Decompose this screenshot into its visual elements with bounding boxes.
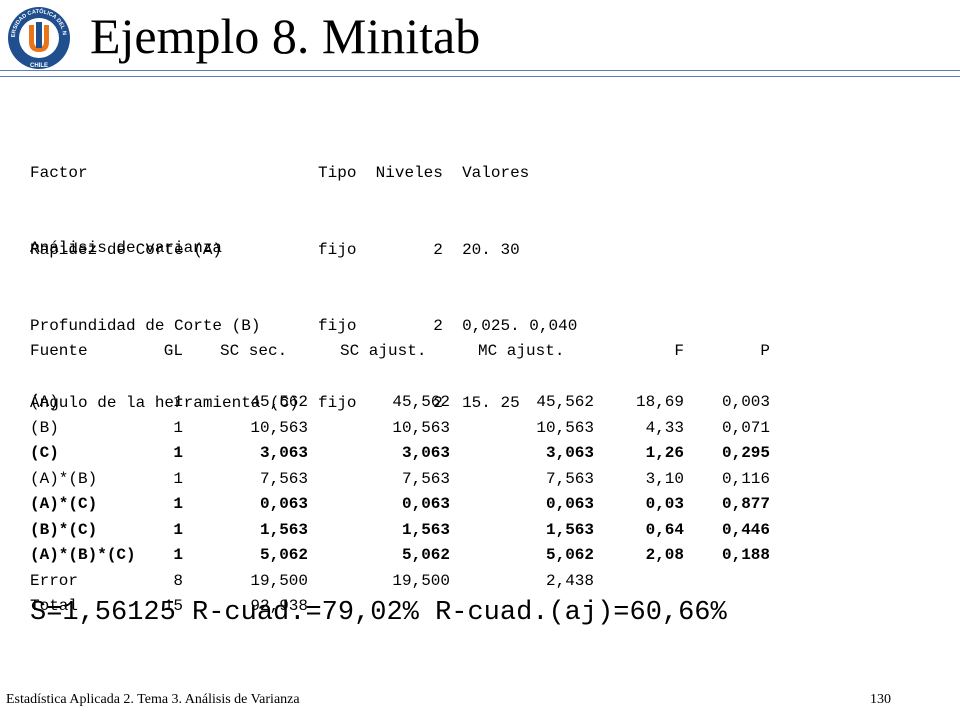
- page-title: Ejemplo 8. Minitab: [90, 8, 481, 64]
- header-sc-sec: SC sec.: [220, 342, 288, 360]
- cell-fuente: (A)*(B)*(C): [30, 546, 136, 564]
- cell-sc-sec: 1,563: [259, 520, 308, 539]
- cell-gl: 1: [173, 444, 183, 462]
- cell-fuente: (A): [30, 393, 59, 411]
- logo-bar-mark: [36, 22, 42, 48]
- cell-p: 0,116: [721, 469, 770, 488]
- cell-fuente: (A)*(B): [30, 469, 98, 488]
- cell-mc-ajust: 0,063: [545, 495, 594, 513]
- cell-mc-ajust: 45,562: [536, 393, 594, 411]
- cell-p: 0,188: [721, 546, 770, 564]
- cell-sc-sec: 0,063: [259, 495, 308, 513]
- cell-sc-ajust: 10,563: [392, 418, 450, 437]
- anova-row: (B) 1 10,563 10,563 10,563 4,33 0,071: [30, 416, 770, 442]
- cell-sc-sec: 92,938: [250, 597, 308, 615]
- anova-row: (A)*(C) 1 0,063 0,063 0,063 0,03 0,877: [30, 492, 770, 518]
- cell-fuente: Total: [30, 597, 79, 615]
- university-logo: UNIVERSIDAD CATÓLICA DEL NORTE CHILE: [6, 2, 70, 69]
- anova-row: (B)*(C) 1 1,563 1,563 1,563 0,64 0,446: [30, 518, 770, 544]
- cell-sc-ajust: 0,063: [401, 495, 450, 513]
- factor-row: Rapidez de Corte (A) fijo 2 20. 30: [30, 240, 520, 259]
- cell-f: 4,33: [645, 418, 684, 437]
- cell-f: 0,03: [645, 495, 684, 513]
- header-f: F: [674, 342, 684, 360]
- cell-f: 3,10: [645, 469, 684, 488]
- cell-sc-ajust: 19,500: [392, 571, 450, 590]
- cell-sc-sec: 3,063: [259, 444, 308, 462]
- cell-fuente: (B): [30, 418, 59, 437]
- anova-row: Error 8 19,500 19,500 2,438: [30, 569, 594, 595]
- cell-gl: 1: [173, 418, 183, 437]
- cell-sc-sec: 19,500: [250, 571, 308, 590]
- anova-header-row: Fuente GL SC sec. SC ajust. MC ajust. F …: [30, 339, 770, 365]
- anova-table: Fuente GL SC sec. SC ajust. MC ajust. F …: [30, 288, 770, 620]
- cell-p: 0,877: [721, 495, 770, 513]
- cell-f: 0,64: [645, 520, 684, 539]
- cell-p: 0,003: [721, 393, 770, 411]
- cell-gl: 1: [173, 393, 183, 411]
- header-mc-ajust: MC ajust.: [478, 342, 565, 360]
- cell-p: 0,071: [721, 418, 770, 437]
- cell-sc-sec: 10,563: [250, 418, 308, 437]
- header-p: P: [760, 342, 770, 360]
- cell-p: 0,446: [721, 520, 770, 539]
- header-gl: GL: [163, 342, 183, 360]
- footer-page-number: 130: [870, 692, 891, 707]
- cell-f: 1,26: [645, 444, 684, 462]
- cell-fuente: (A)*(C): [30, 495, 98, 513]
- model-summary: S=1,56125 R-cuad.=79,02% R-cuad.(aj)=60,…: [30, 598, 727, 628]
- anova-row: (A) 1 45,562 45,562 45,562 18,69 0,003: [30, 390, 770, 416]
- factors-table: Factor Tipo Niveles Valores Rapidez de C…: [30, 110, 577, 442]
- cell-mc-ajust: 3,063: [545, 444, 594, 462]
- cell-mc-ajust: 7,563: [545, 469, 594, 488]
- anova-row: (C) 1 3,063 3,063 3,063 1,26 0,295: [30, 441, 770, 467]
- cell-mc-ajust: 2,438: [545, 571, 594, 590]
- cell-gl: 15: [163, 597, 183, 615]
- anova-row: (A)*(B) 1 7,563 7,563 7,563 3,10 0,116: [30, 467, 770, 493]
- factors-header: Factor Tipo Niveles Valores: [30, 164, 530, 182]
- cell-mc-ajust: 10,563: [536, 418, 594, 437]
- cell-sc-sec: 5,062: [259, 546, 308, 564]
- anova-row: Total 15 92,938: [30, 594, 308, 620]
- cell-sc-ajust: 1,563: [401, 520, 450, 539]
- cell-mc-ajust: 1,563: [545, 520, 594, 539]
- title-divider-bottom: [0, 76, 960, 77]
- cell-f: 18,69: [635, 393, 684, 411]
- cell-p: 0,295: [721, 444, 770, 462]
- factor-row: Profundidad de Corte (B) fijo 2 0,025. 0…: [30, 317, 578, 335]
- footer-course: Estadística Aplicada 2. Tema 3. Análisis…: [6, 692, 300, 707]
- cell-sc-ajust: 45,562: [392, 393, 450, 411]
- cell-gl: 8: [173, 571, 183, 590]
- title-divider-top: [0, 70, 960, 71]
- header-sc-ajust: SC ajust.: [340, 342, 427, 360]
- cell-mc-ajust: 5,062: [545, 546, 594, 564]
- logo-bottom-text: CHILE: [30, 63, 48, 69]
- cell-sc-ajust: 3,063: [401, 444, 450, 462]
- cell-fuente: (B)*(C): [30, 520, 98, 539]
- cell-gl: 1: [173, 495, 183, 513]
- cell-sc-sec: 7,563: [259, 469, 308, 488]
- cell-fuente: (C): [30, 444, 59, 462]
- anova-title: Análisis de varianza: [30, 239, 223, 257]
- cell-gl: 1: [173, 546, 183, 564]
- factor-row: Ángulo de la herramienta (C) fijo 2 15. …: [30, 393, 520, 412]
- cell-sc-sec: 45,562: [250, 393, 308, 411]
- cell-gl: 1: [173, 469, 183, 488]
- header-fuente: Fuente: [30, 342, 88, 360]
- cell-sc-ajust: 5,062: [401, 546, 450, 564]
- cell-sc-ajust: 7,563: [401, 469, 450, 488]
- cell-f: 2,08: [645, 546, 684, 564]
- logo-u-mark: [29, 25, 49, 52]
- cell-gl: 1: [173, 520, 183, 539]
- cell-fuente: Error: [30, 571, 79, 590]
- anova-row: (A)*(B)*(C) 1 5,062 5,062 5,062 2,08 0,188: [30, 543, 770, 569]
